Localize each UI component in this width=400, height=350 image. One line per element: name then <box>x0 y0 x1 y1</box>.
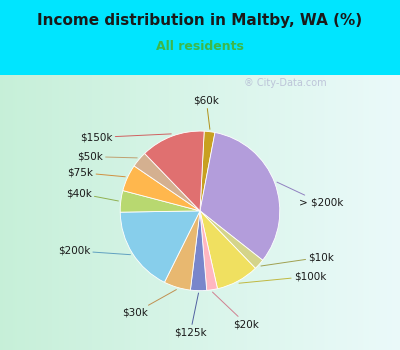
Text: $75k: $75k <box>67 168 125 177</box>
Text: $30k: $30k <box>122 289 176 318</box>
Wedge shape <box>200 131 215 211</box>
Text: $50k: $50k <box>77 152 137 162</box>
Wedge shape <box>134 153 200 211</box>
Text: $20k: $20k <box>212 292 259 329</box>
Text: Income distribution in Maltby, WA (%): Income distribution in Maltby, WA (%) <box>38 14 362 28</box>
Text: $200k: $200k <box>58 246 130 256</box>
Text: $125k: $125k <box>174 293 207 337</box>
Wedge shape <box>200 211 255 289</box>
Text: All residents: All residents <box>156 40 244 53</box>
Wedge shape <box>164 211 200 290</box>
Text: $40k: $40k <box>66 188 118 201</box>
Text: $10k: $10k <box>261 252 334 266</box>
Wedge shape <box>190 211 207 290</box>
Text: $100k: $100k <box>239 271 326 283</box>
Text: $60k: $60k <box>194 96 219 129</box>
Text: ® City-Data.com: ® City-Data.com <box>244 78 326 88</box>
Wedge shape <box>120 211 200 282</box>
Wedge shape <box>120 191 200 212</box>
Wedge shape <box>123 166 200 211</box>
Wedge shape <box>200 211 263 268</box>
Wedge shape <box>145 131 204 211</box>
Wedge shape <box>200 211 218 290</box>
Wedge shape <box>200 133 280 260</box>
Text: $150k: $150k <box>80 133 171 142</box>
Text: > $200k: > $200k <box>277 182 344 208</box>
